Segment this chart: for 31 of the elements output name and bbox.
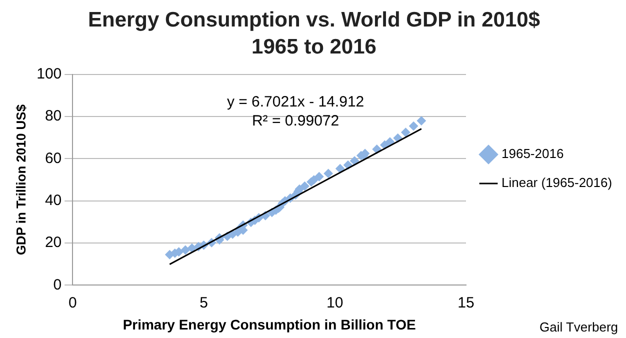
y-tick-label: 20	[44, 234, 62, 252]
point	[180, 245, 190, 254]
annotation: R² = 0.99072	[252, 112, 340, 130]
legend-label: Linear (1965-2016)	[502, 175, 612, 190]
y-tick-label: 0	[53, 276, 62, 294]
point	[300, 182, 310, 191]
chart-title: Energy Consumption vs. World GDP in 2010$	[88, 8, 540, 32]
point	[187, 244, 196, 253]
y-axis-title: GDP in Trillion 2010 US$	[13, 104, 28, 256]
y-tick-label: 60	[44, 150, 62, 167]
point	[350, 156, 360, 166]
point	[372, 144, 382, 154]
x-axis-title: Primary Energy Consumption in Billion TOE	[122, 316, 416, 332]
point	[385, 137, 394, 146]
legend-label: 1965-2016	[502, 146, 564, 162]
y-tick-label: 80	[44, 108, 62, 125]
point	[416, 116, 426, 126]
point	[324, 168, 333, 178]
point	[401, 128, 410, 137]
x-tick-label: 5	[200, 294, 208, 312]
point	[409, 122, 418, 131]
y-tick-label: 100	[36, 66, 62, 83]
text: Gail Tverberg	[539, 320, 618, 335]
x-tick-label: 15	[458, 294, 474, 312]
annotation: y = 6.7021x - 14.912	[226, 94, 364, 111]
point	[314, 172, 324, 182]
chart-subtitle: 1965 to 2016	[252, 36, 376, 59]
point	[336, 164, 345, 174]
y-tick-label: 40	[44, 192, 62, 210]
x-tick-label: 10	[326, 294, 344, 312]
x-tick-label: 0	[68, 294, 77, 312]
